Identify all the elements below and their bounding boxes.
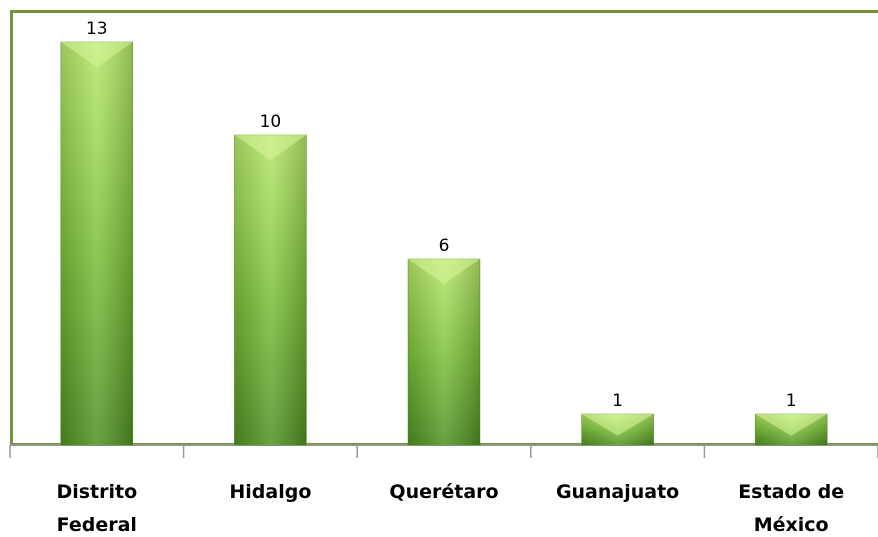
data-label: 10 <box>260 112 282 132</box>
x-tick-label: Guanajuato <box>555 481 680 503</box>
x-tick-label: Estado de México <box>738 481 845 536</box>
bar-highlight <box>60 42 133 68</box>
x-tick-label: Querétaro <box>389 481 499 503</box>
bar <box>60 41 134 446</box>
bar-highlight <box>408 259 480 285</box>
data-label: 6 <box>439 236 450 256</box>
bar-highlight <box>581 414 654 436</box>
data-label: 1 <box>786 391 797 411</box>
x-tick-label: Hidalgo <box>229 481 312 503</box>
data-label: 13 <box>86 19 108 39</box>
bar <box>407 258 481 446</box>
bar-highlight <box>755 414 828 436</box>
data-label: 1 <box>612 391 623 411</box>
bar-highlight <box>234 135 307 161</box>
x-tick-label: Distrito Federal <box>56 481 138 536</box>
bar <box>234 134 307 446</box>
